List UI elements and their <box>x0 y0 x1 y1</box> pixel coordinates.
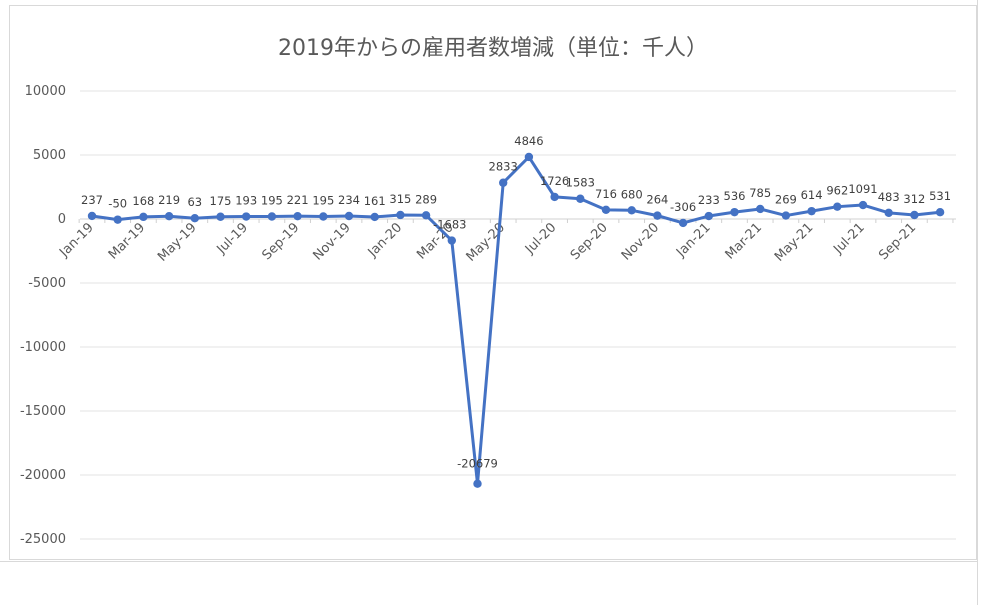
outer-divider-vertical <box>977 0 978 605</box>
x-tick-label: Jul-19 <box>214 220 251 257</box>
data-point <box>627 206 636 215</box>
y-tick-label: -15000 <box>20 404 66 419</box>
data-point <box>781 211 791 220</box>
data-point <box>87 211 97 221</box>
x-tick-label: Jul-21 <box>830 220 867 257</box>
data-label: 195 <box>261 194 283 208</box>
data-label: 237 <box>81 193 103 207</box>
data-label: 1726 <box>540 174 569 188</box>
data-point <box>833 202 842 211</box>
x-tick-label: Jan-20 <box>365 220 406 261</box>
data-point <box>113 215 122 224</box>
data-point <box>576 194 585 203</box>
data-point <box>242 212 251 221</box>
chart-title: 2019年からの雇用者数増減（単位：千人） <box>278 36 708 61</box>
y-tick-label: -25000 <box>20 532 66 547</box>
series-line <box>90 155 942 486</box>
data-label: 536 <box>724 189 746 203</box>
data-point <box>935 208 945 217</box>
x-tick-label: Nov-20 <box>619 220 662 263</box>
x-tick-label: May-21 <box>772 220 816 264</box>
x-tick-label: Mar-21 <box>723 220 765 262</box>
data-label: 63 <box>187 195 202 209</box>
data-point <box>704 211 713 221</box>
data-point <box>164 211 174 221</box>
data-point <box>499 178 508 187</box>
data-label: 716 <box>595 187 617 201</box>
data-point <box>858 200 868 210</box>
data-label: 233 <box>698 193 720 207</box>
data-label: 614 <box>801 188 823 202</box>
data-label: 1091 <box>848 182 877 196</box>
data-label: 4846 <box>514 134 543 148</box>
y-tick-label: 10000 <box>25 84 66 99</box>
data-point <box>473 479 482 488</box>
data-label: 289 <box>415 192 437 206</box>
data-label: 785 <box>749 186 771 200</box>
data-label: 219 <box>158 193 180 207</box>
data-label: 2833 <box>489 160 518 174</box>
data-label: 483 <box>878 190 900 204</box>
x-tick-label: May-19 <box>155 220 199 264</box>
y-tick-label: 0 <box>58 212 66 227</box>
data-point <box>884 208 893 218</box>
data-point <box>910 210 919 220</box>
data-label: 195 <box>312 194 334 208</box>
outer-divider-horizontal <box>0 561 978 562</box>
data-label: 680 <box>621 187 643 201</box>
data-label: 1583 <box>566 176 595 190</box>
x-tick-label: Mar-19 <box>106 220 148 262</box>
data-point <box>550 192 559 202</box>
data-point <box>319 212 328 221</box>
data-label: 264 <box>646 193 668 207</box>
data-point <box>730 207 739 217</box>
data-label: 312 <box>903 192 925 206</box>
data-point <box>139 212 148 222</box>
data-label: 221 <box>287 193 309 207</box>
data-label: -1683 <box>433 218 466 232</box>
data-point <box>396 210 405 220</box>
data-label: -306 <box>670 200 696 214</box>
data-label: 531 <box>929 189 951 203</box>
data-point <box>756 204 765 214</box>
x-tick-label: Nov-19 <box>311 220 354 263</box>
data-label: 161 <box>364 194 386 208</box>
data-label: 234 <box>338 193 360 207</box>
x-tick-label: Jul-20 <box>522 220 559 257</box>
data-label: 315 <box>389 192 411 206</box>
data-point <box>267 212 277 221</box>
data-point <box>653 211 662 220</box>
data-label: -20679 <box>457 457 498 471</box>
x-tick-label: Jan-21 <box>673 220 714 261</box>
data-point <box>370 212 379 222</box>
data-point <box>678 218 688 228</box>
x-tick-label: Sep-20 <box>568 220 611 263</box>
data-point <box>421 211 431 220</box>
y-tick-label: 5000 <box>33 148 66 163</box>
data-point <box>216 212 225 221</box>
x-tick-label: May-20 <box>464 220 508 264</box>
data-label: 962 <box>826 184 848 198</box>
data-point <box>344 211 354 221</box>
data-label: -50 <box>108 197 127 211</box>
data-point <box>190 213 199 223</box>
data-point <box>524 152 534 162</box>
data-point <box>293 211 302 221</box>
data-label: 175 <box>210 194 232 208</box>
data-label: 168 <box>132 194 154 208</box>
data-point <box>601 205 611 215</box>
x-tick-label: Sep-19 <box>259 220 302 263</box>
data-point <box>807 206 816 216</box>
x-tick-label: Sep-21 <box>876 220 919 263</box>
data-label: 269 <box>775 193 797 207</box>
y-tick-label: -20000 <box>20 468 66 483</box>
data-label: 193 <box>235 194 257 208</box>
y-tick-label: -10000 <box>20 340 66 355</box>
data-point <box>447 236 456 245</box>
y-tick-label: -5000 <box>28 276 66 291</box>
